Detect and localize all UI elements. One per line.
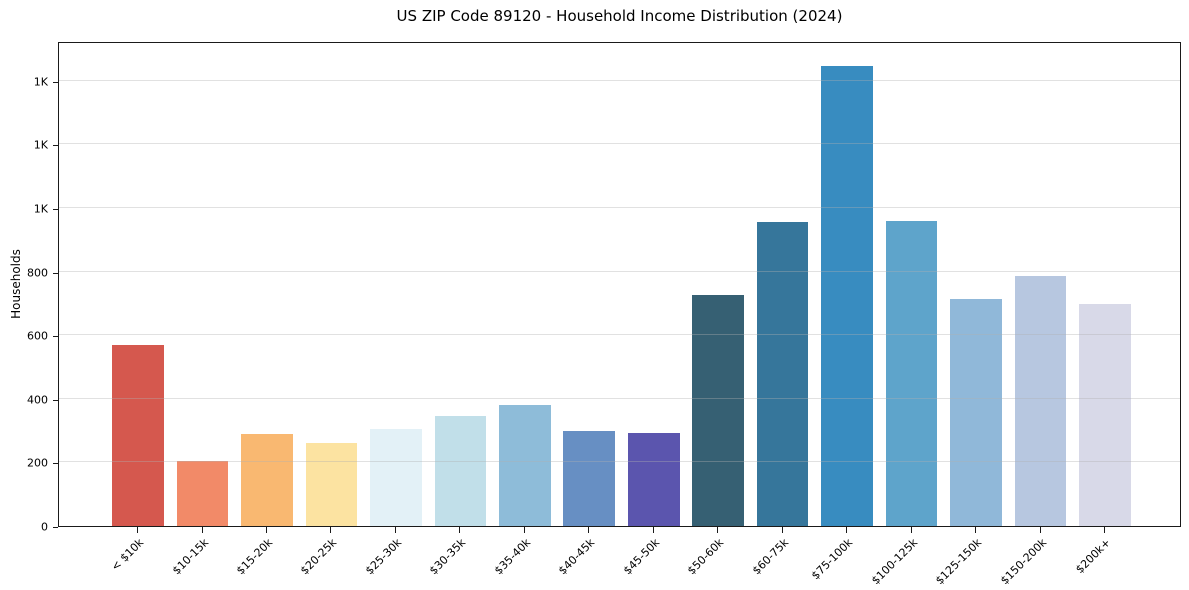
x-tick-label: $100-125k bbox=[868, 536, 920, 588]
bar-9 bbox=[627, 433, 680, 526]
x-tick-label: $125-150k bbox=[933, 536, 985, 588]
x-tick-label: $35-40k bbox=[491, 536, 533, 578]
chart-title: US ZIP Code 89120 - Household Income Dis… bbox=[396, 7, 843, 25]
x-tick-mark bbox=[1104, 527, 1105, 533]
plot-area bbox=[58, 42, 1181, 527]
x-tick-mark bbox=[975, 527, 977, 533]
x-tick-mark bbox=[330, 527, 332, 533]
y-tick-label: 800 bbox=[27, 266, 48, 280]
bar-11 bbox=[756, 222, 809, 526]
x-tick-mark bbox=[201, 527, 203, 533]
bar-12 bbox=[821, 65, 873, 526]
bar-10 bbox=[692, 294, 745, 526]
bar-16 bbox=[1079, 304, 1131, 526]
x-tick-label: $45-50k bbox=[620, 536, 662, 578]
bar-2 bbox=[176, 460, 229, 526]
y-tick-mark bbox=[53, 336, 58, 338]
gridline bbox=[59, 143, 1180, 145]
y-tick-mark bbox=[53, 399, 58, 401]
x-tick-mark bbox=[846, 527, 848, 533]
x-tick-label: $200k+ bbox=[1073, 536, 1114, 577]
x-tick-label: $15-20k bbox=[233, 536, 276, 578]
x-tick-label: $25-30k bbox=[362, 536, 405, 578]
gridline bbox=[59, 334, 1180, 336]
x-tick-label: < $10k bbox=[108, 536, 147, 574]
x-tick-mark bbox=[910, 527, 912, 533]
x-tick-label: $50-60k bbox=[685, 536, 727, 578]
x-tick-mark bbox=[717, 527, 719, 533]
y-axis-label: Households bbox=[9, 249, 23, 319]
x-tick-label: $30-35k bbox=[427, 536, 469, 578]
x-tick-mark bbox=[781, 527, 783, 533]
bar-8 bbox=[563, 431, 616, 526]
y-tick-mark bbox=[53, 463, 58, 465]
y-tick-label: 1K bbox=[33, 202, 48, 216]
y-tick-label: 400 bbox=[27, 393, 48, 407]
y-tick-mark bbox=[53, 81, 58, 83]
x-tick-label: $10-15k bbox=[169, 536, 211, 578]
x-tick-label: $40-45k bbox=[556, 536, 598, 578]
x-tick-mark bbox=[394, 527, 396, 533]
bar-5 bbox=[370, 429, 422, 526]
x-tick-label: $60-75k bbox=[749, 536, 791, 578]
x-tick-mark bbox=[652, 527, 654, 533]
bar-14 bbox=[950, 299, 1002, 526]
bar-7 bbox=[499, 404, 551, 526]
gridline bbox=[59, 397, 1180, 399]
y-tick-mark bbox=[53, 145, 58, 147]
bar-15 bbox=[1014, 276, 1067, 526]
y-tick-label: 200 bbox=[27, 456, 48, 470]
x-tick-mark bbox=[137, 527, 138, 533]
bar-3 bbox=[241, 434, 293, 526]
x-tick-mark bbox=[1039, 527, 1041, 533]
x-tick-mark bbox=[459, 527, 461, 533]
y-tick-label: 1K bbox=[33, 75, 48, 89]
y-tick-mark bbox=[53, 272, 58, 274]
x-tick-mark bbox=[265, 527, 267, 533]
x-tick-mark bbox=[588, 527, 590, 533]
gridline bbox=[59, 207, 1180, 208]
bar-4 bbox=[305, 442, 358, 526]
bar-6 bbox=[434, 416, 487, 526]
x-tick-mark bbox=[523, 527, 525, 533]
gridline bbox=[59, 270, 1180, 272]
y-tick-label: 600 bbox=[27, 329, 48, 343]
x-tick-label: $20-25k bbox=[298, 536, 340, 578]
y-tick-label: 0 bbox=[41, 520, 48, 534]
y-tick-mark bbox=[53, 209, 58, 210]
bar-1 bbox=[112, 344, 164, 526]
x-tick-label: $75-100k bbox=[809, 536, 856, 583]
x-tick-label: $150-200k bbox=[997, 536, 1049, 588]
gridline bbox=[59, 461, 1180, 463]
y-tick-label: 1K bbox=[33, 138, 48, 152]
y-tick-mark bbox=[53, 527, 58, 528]
bar-13 bbox=[885, 221, 938, 526]
gridline bbox=[59, 79, 1180, 81]
